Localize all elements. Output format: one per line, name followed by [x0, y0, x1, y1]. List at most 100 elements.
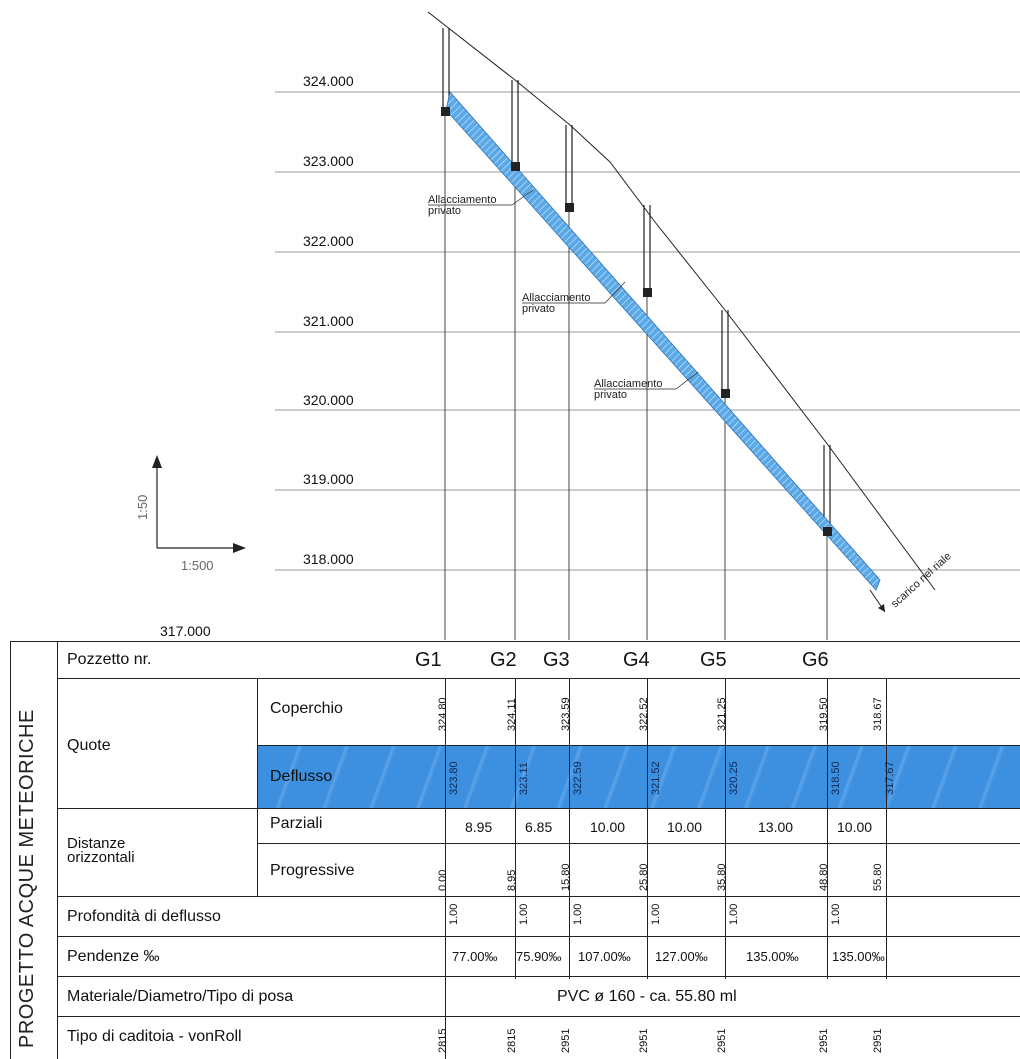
coperchio-value: 324.11 [506, 698, 518, 731]
manhole-label-g5: G5 [700, 649, 727, 671]
caditoia-value: 2815 [506, 1028, 518, 1053]
caditoia-value: 2951 [716, 1028, 728, 1053]
row-divider [57, 936, 1020, 937]
deflusso-value: 320.25 [728, 761, 740, 795]
table-border-top [10, 641, 1020, 642]
parziale-value: 8.95 [465, 819, 493, 835]
col-divider [515, 678, 516, 979]
deflusso-value: 322.59 [572, 761, 584, 795]
parziale-value: 10.00 [667, 819, 703, 835]
row-divider [57, 896, 1020, 897]
vertical-scale-label: 1:50 [135, 495, 150, 520]
profondita-value: 1.00 [518, 903, 530, 925]
profondita-value: 1.00 [830, 903, 842, 925]
label-quote: Quote [67, 737, 111, 754]
svg-text:Allacciamento: Allacciamento [428, 194, 496, 206]
col-divider [569, 678, 570, 979]
col-divider [647, 678, 648, 979]
label-progressive: Progressive [270, 862, 355, 879]
coperchio-value: 318.67 [872, 697, 884, 731]
profondita-value: 1.00 [448, 903, 460, 925]
coperchio-value: 324.80 [437, 697, 449, 731]
caditoia-value: 2951 [560, 1028, 572, 1053]
row-divider [57, 678, 1020, 679]
terrain-line [427, 11, 936, 591]
deflusso-value: 323.11 [518, 762, 530, 795]
manhole-label-g4: G4 [623, 649, 650, 671]
pendenza-value: 107.00‰ [578, 949, 631, 964]
elevation-label-322: 322.000 [303, 233, 354, 249]
progressive-value: 15.80 [560, 863, 572, 891]
progressive-value: 48.80 [818, 863, 830, 891]
pendenza-value: 135.00‰ [832, 949, 885, 964]
profile-table: Pozzetto nr. Quote Coperchio Deflusso Di… [10, 641, 1020, 1059]
manhole-shafts [442, 28, 831, 528]
row-divider [57, 808, 1020, 809]
label-pozzetto: Pozzetto nr. [67, 651, 152, 668]
svg-text:Allacciamento: Allacciamento [522, 292, 590, 304]
pendenza-value: 135.00‰ [746, 949, 799, 964]
profondita-value: 1.00 [572, 903, 584, 925]
pendenza-value: 75.90‰ [516, 949, 562, 964]
caditoia-value: 2951 [638, 1028, 650, 1053]
col-divider [725, 678, 726, 979]
manhole-label-g3: G3 [543, 649, 570, 671]
subrow-divider [257, 678, 258, 896]
coperchio-value: 321.25 [716, 697, 728, 731]
coperchio-value: 323.59 [560, 697, 572, 731]
horizontal-scale-label: 1:500 [181, 558, 214, 573]
svg-text:privato: privato [594, 389, 627, 401]
coperchio-value: 322.52 [638, 697, 650, 731]
progressive-value: 8.95 [506, 869, 518, 891]
manhole-label-g6: G6 [802, 649, 829, 671]
materiale-value: PVC ø 160 - ca. 55.80 ml [557, 988, 737, 1005]
parziale-value: 13.00 [758, 819, 794, 835]
row-divider [257, 843, 1020, 844]
connection-note-2: Allacciamento privato [522, 281, 626, 315]
svg-text:Allacciamento: Allacciamento [594, 378, 662, 390]
progressive-value: 25.80 [638, 863, 650, 891]
manhole-markers [441, 107, 832, 536]
svg-text:privato: privato [428, 205, 461, 217]
elevation-label-319: 319.000 [303, 471, 354, 487]
elevation-labels: 324.000 323.000 322.000 321.000 320.000 … [160, 73, 354, 639]
caditoia-value: 2815 [437, 1028, 449, 1053]
title-column-divider [57, 641, 58, 1059]
progressive-value: 0.00 [437, 869, 449, 891]
elevation-label-320: 320.000 [303, 392, 354, 408]
pipe [445, 91, 881, 591]
elevation-label-321: 321.000 [303, 313, 354, 329]
caditoia-value: 2951 [872, 1028, 884, 1053]
caditoia-value: 2951 [818, 1028, 830, 1053]
connection-note-3: Allacciamento privato [594, 371, 699, 401]
label-distanze: Distanze orizzontali [67, 835, 135, 866]
pendenza-value: 77.00‰ [452, 949, 498, 964]
elevation-label-323: 323.000 [303, 153, 354, 169]
row-divider [257, 745, 1020, 746]
row-divider [57, 1016, 1020, 1017]
connection-note-1: Allacciamento privato [428, 189, 534, 217]
elevation-label-324: 324.000 [303, 73, 354, 89]
deflusso-value: 318.50 [830, 761, 842, 795]
profile-drawing: 324.000 323.000 322.000 321.000 320.000 … [135, 11, 1020, 640]
progressive-value: 35.80 [716, 863, 728, 891]
label-materiale: Materiale/Diametro/Tipo di posa [67, 988, 294, 1005]
label-profondita: Profondità di deflusso [67, 908, 221, 925]
parziale-value: 10.00 [837, 819, 873, 835]
data-area-divider [445, 678, 446, 1059]
deflusso-value: 321.52 [650, 761, 662, 795]
manhole-label-g2: G2 [490, 649, 517, 671]
progressive-value: 55.80 [872, 863, 884, 891]
table-border-left [10, 641, 11, 1059]
manhole-label-g1: G1 [415, 649, 442, 671]
coperchio-value: 319.50 [818, 697, 830, 731]
row-divider [57, 976, 1020, 977]
deflusso-value: 323.80 [448, 761, 460, 795]
label-deflusso: Deflusso [270, 768, 333, 785]
svg-text:privato: privato [522, 303, 555, 315]
label-pendenze: Pendenze ‰ [67, 948, 160, 965]
outlet-note: scarico nel riale [889, 550, 954, 610]
profondita-value: 1.00 [650, 903, 662, 925]
parziale-value: 6.85 [525, 819, 553, 835]
label-caditoia: Tipo di caditoia - vonRoll [67, 1028, 242, 1045]
